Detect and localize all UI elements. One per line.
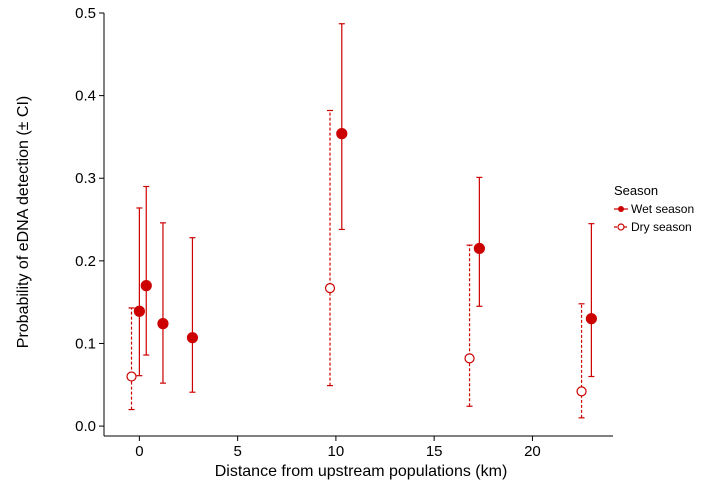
- point-marker-filled: [473, 242, 485, 255]
- point-marker-filled: [186, 332, 199, 344]
- data-point-wet-season: [133, 207, 145, 377]
- point-marker-filled: [336, 128, 348, 140]
- legend-title: Season: [614, 183, 658, 198]
- y-tick-label: 0.0: [75, 418, 96, 435]
- point-marker-filled: [140, 280, 152, 292]
- legend-label-wet-season: Wet season: [631, 202, 694, 216]
- legend-item-dry-season: Dry season: [614, 220, 692, 234]
- data-point-wet-season: [157, 222, 169, 384]
- legend-item-wet-season: Wet season: [614, 202, 694, 216]
- legend-marker-filled-circle: [618, 206, 624, 212]
- data-point-wet-season: [336, 23, 348, 231]
- x-tick-label: 15: [426, 443, 443, 460]
- data-point-dry-season: [576, 303, 587, 419]
- point-marker-open: [464, 353, 475, 364]
- point-marker-filled: [157, 318, 169, 330]
- point-marker-open: [576, 386, 587, 397]
- legend-marker-open-circle: [617, 223, 625, 231]
- series-dry-season: [126, 109, 587, 419]
- y-tick-label: 0.4: [75, 88, 96, 105]
- x-tick-label: 10: [328, 443, 345, 460]
- series-wet-season: [133, 23, 597, 393]
- legend-label-dry-season: Dry season: [631, 220, 692, 234]
- data-point-wet-season: [585, 223, 597, 378]
- data-point-dry-season: [464, 244, 475, 407]
- plot-area: [126, 23, 597, 419]
- y-axis-title: Probability of eDNA detection (± CI): [15, 96, 32, 348]
- point-marker-open: [126, 371, 137, 382]
- data-point-wet-season: [140, 185, 152, 356]
- y-tick-label: 0.3: [75, 170, 96, 187]
- x-tick-label: 0: [135, 443, 143, 460]
- data-point-wet-season: [186, 237, 199, 393]
- y-tick-label: 0.5: [75, 5, 96, 22]
- x-tick-label: 5: [233, 443, 241, 460]
- data-point-wet-season: [473, 176, 485, 307]
- legend: Season Wet season Dry season: [614, 183, 694, 234]
- x-axis-ticks: 0 5 10 15 20: [135, 436, 541, 460]
- y-axis-ticks: 0.0 0.1 0.2 0.3 0.4 0.5: [75, 5, 104, 435]
- x-tick-label: 20: [524, 443, 541, 460]
- point-marker-filled: [585, 313, 597, 325]
- data-point-dry-season: [324, 109, 336, 387]
- data-point-dry-season: [126, 307, 137, 411]
- point-marker-open: [324, 283, 336, 294]
- x-axis-title: Distance from upstream populations (km): [215, 463, 508, 480]
- point-marker-filled: [133, 305, 145, 317]
- y-tick-label: 0.1: [75, 335, 96, 352]
- y-tick-label: 0.2: [75, 253, 96, 270]
